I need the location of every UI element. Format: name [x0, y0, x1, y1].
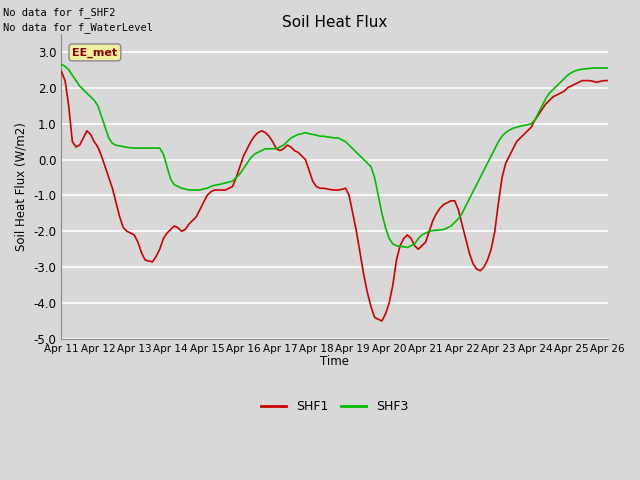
SHF1 [596, 78, 604, 84]
SHF3 [58, 61, 65, 67]
SHF1 [378, 318, 386, 324]
SHF1 [407, 236, 415, 241]
Title: Soil Heat Flux: Soil Heat Flux [282, 15, 387, 30]
SHF1 [58, 69, 65, 74]
SHF3 [407, 243, 415, 249]
Text: No data for f_WaterLevel: No data for f_WaterLevel [3, 22, 153, 33]
SHF3 [604, 65, 612, 71]
SHF3 [389, 241, 397, 247]
SHF3 [251, 151, 259, 157]
SHF1 [323, 186, 331, 192]
SHF3 [323, 134, 331, 140]
Y-axis label: Soil Heat Flux (W/m2): Soil Heat Flux (W/m2) [15, 122, 28, 251]
SHF3 [444, 225, 451, 230]
Legend: SHF1, SHF3: SHF1, SHF3 [256, 395, 413, 418]
Text: EE_met: EE_met [72, 48, 118, 58]
Line: SHF1: SHF1 [61, 72, 608, 321]
SHF3 [596, 65, 604, 71]
Text: No data for f_SHF2: No data for f_SHF2 [3, 7, 116, 18]
SHF1 [444, 200, 451, 205]
X-axis label: Time: Time [320, 355, 349, 368]
SHF3 [404, 245, 412, 251]
SHF1 [392, 257, 400, 263]
Line: SHF3: SHF3 [61, 64, 608, 248]
SHF1 [604, 78, 612, 84]
SHF1 [251, 133, 259, 139]
